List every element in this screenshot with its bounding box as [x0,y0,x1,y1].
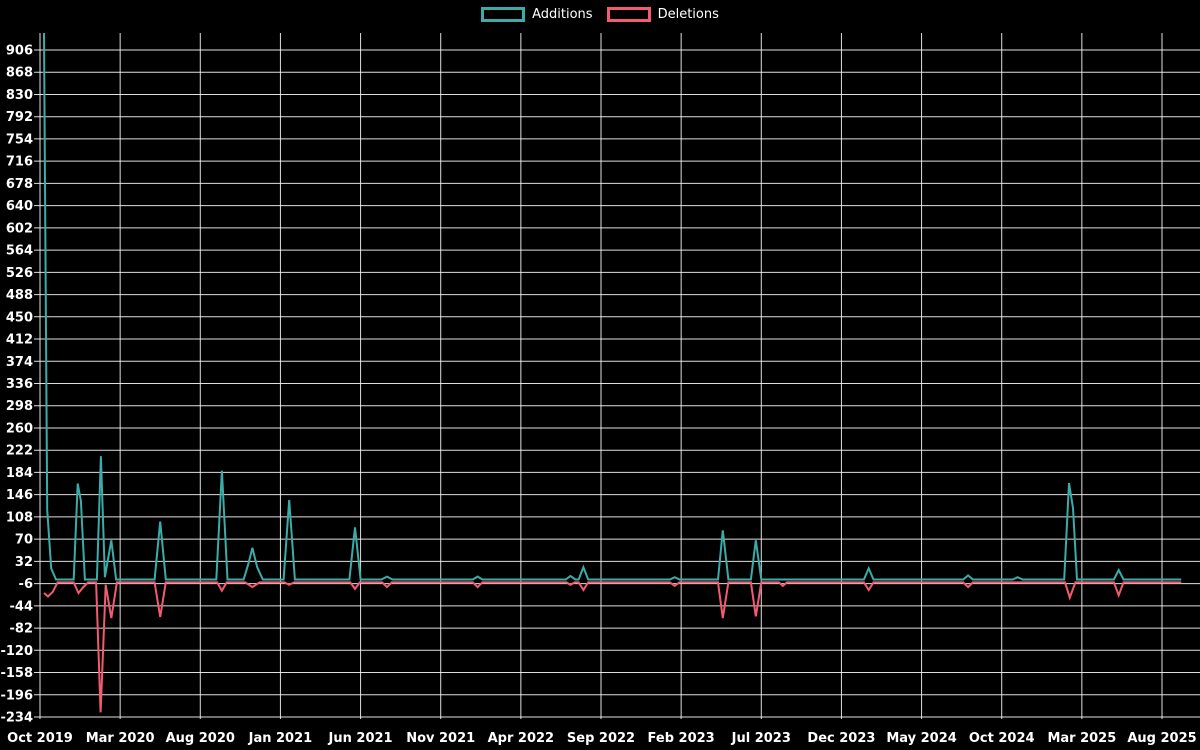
x-tick-label: Jul 2023 [731,731,791,746]
x-tick-label: Jun 2021 [328,731,393,746]
additions-swatch-icon [481,7,526,22]
y-tick-label: 716 [6,155,33,170]
x-tick-label: Oct 2024 [969,731,1035,746]
y-tick-label: 70 [15,533,33,548]
x-tick-label: Jan 2021 [248,731,313,746]
additions-legend-label: Additions [532,7,593,22]
series-lines [43,32,1182,713]
deletions-swatch-icon [606,7,651,22]
y-tick-label: 488 [6,288,33,303]
x-tick-label: Mar 2020 [86,731,155,746]
y-tick-label: -82 [10,622,34,637]
y-tick-label: 146 [6,488,33,503]
y-tick-label: 374 [6,355,33,370]
x-tick-label: Nov 2021 [406,731,475,746]
y-tick-label: 564 [6,244,33,259]
x-tick-label: Oct 2019 [7,731,73,746]
y-tick-label: 412 [6,333,33,348]
y-tick-label: -44 [10,599,34,614]
x-tick-label: Feb 2023 [648,731,715,746]
chart-legend: Additions Deletions [0,7,1200,22]
y-tick-label: -234 [0,711,33,726]
y-tick-label: -196 [0,688,33,703]
y-tick-label: 450 [6,310,33,325]
x-tick-label: Apr 2022 [488,731,555,746]
deletions-legend-label: Deletions [657,7,719,22]
y-tick-label: 830 [6,88,33,103]
y-tick-label: 602 [6,221,33,236]
y-tick-label: 32 [15,555,33,570]
y-tick-label: 260 [6,421,33,436]
legend-item-deletions: Deletions [606,7,719,22]
y-tick-label: 868 [6,66,33,81]
series-line-additions [43,32,1182,581]
y-tick-label: 640 [6,199,33,214]
y-tick-label: -158 [0,666,33,681]
y-tick-label: 222 [6,444,33,459]
y-tick-label: -120 [0,644,33,659]
gridlines [34,33,1200,719]
x-tick-label: Aug 2025 [1127,731,1196,746]
x-tick-label: Mar 2025 [1047,731,1116,746]
y-tick-label: 184 [6,466,33,481]
y-tick-label: 754 [6,132,33,147]
x-tick-label: Sep 2022 [567,731,635,746]
x-tick-label: May 2024 [886,731,957,746]
legend-item-additions: Additions [481,7,593,22]
y-tick-label: 678 [6,177,33,192]
y-tick-label: 298 [6,399,33,414]
y-tick-label: 906 [6,44,33,59]
y-tick-label: -6 [19,577,33,592]
y-tick-label: 336 [6,377,33,392]
x-tick-label: Dec 2023 [807,731,875,746]
series-line-deletions [43,581,1182,713]
y-tick-label: 108 [6,510,33,525]
y-tick-label: 792 [6,110,33,125]
y-tick-label: 526 [6,266,33,281]
axis-labels: 906 868 830 792 754 716 678 640 602 564 526 488 450 4… [0,44,1196,747]
x-tick-label: Aug 2020 [166,731,235,746]
